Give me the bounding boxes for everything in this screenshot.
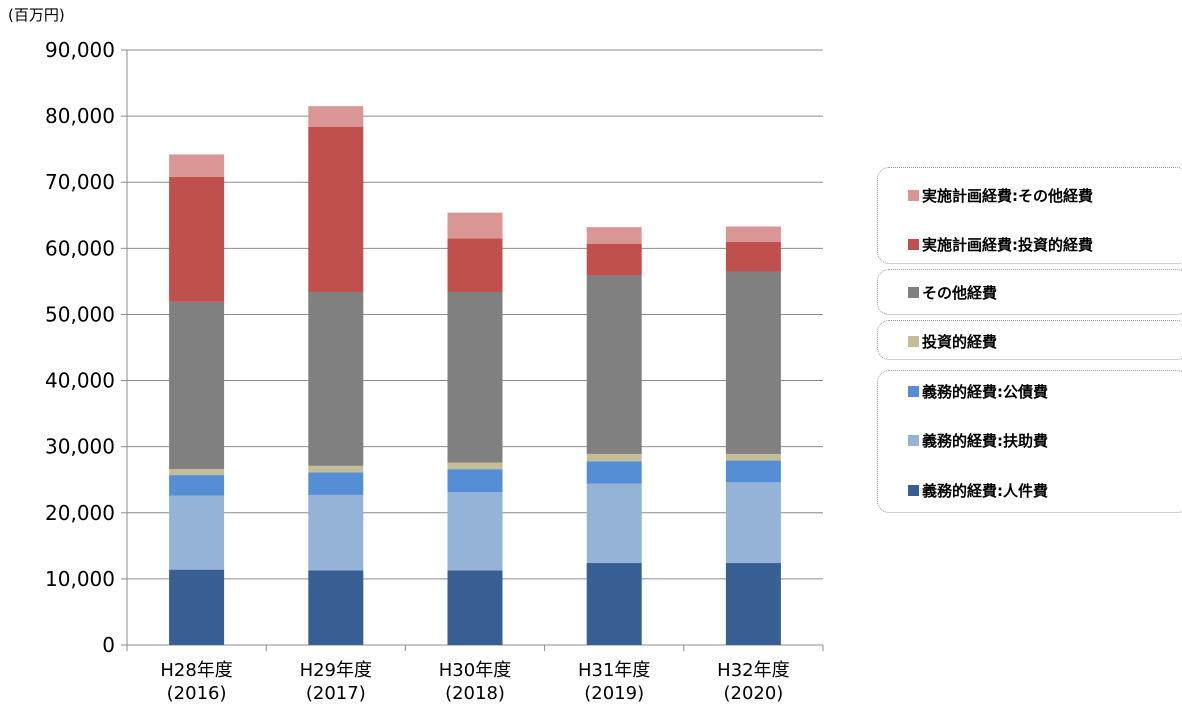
bar-segment (169, 301, 225, 470)
y-tick-label: 70,000 (45, 170, 115, 194)
bar-segment (308, 472, 364, 495)
legend-label: 義務的経費:扶助費 (922, 431, 1048, 450)
y-tick-label: 80,000 (45, 104, 115, 128)
legend-swatch (908, 484, 919, 496)
bar-segment (586, 461, 642, 484)
legend-label: 義務的経費:公債費 (922, 382, 1048, 401)
bar-segment (308, 570, 364, 645)
bar-segment (447, 238, 503, 292)
bar-segment (308, 494, 364, 571)
legend-item: 義務的経費:公債費 (908, 381, 1048, 401)
legend-item: 義務的経費:人件費 (908, 480, 1048, 500)
bar-segment (308, 126, 364, 292)
legend-item: その他経費 (908, 282, 997, 302)
y-tick-label: 10,000 (45, 567, 115, 591)
legend-label: その他経費 (922, 283, 998, 302)
legend-swatch (908, 189, 919, 201)
legend-label: 義務的経費:人件費 (922, 481, 1048, 500)
bar-segment (169, 569, 225, 645)
bar-segment (308, 291, 364, 466)
bar-segment (447, 570, 503, 645)
x-tick-label: H28年度 (160, 660, 232, 681)
y-tick-label: 30,000 (45, 435, 115, 459)
y-tick-label: 40,000 (45, 369, 115, 393)
bar-segment (308, 465, 364, 473)
x-tick-label: (2020) (723, 683, 783, 704)
bar-segment (586, 227, 642, 244)
x-tick-label: (2018) (445, 683, 505, 704)
bar-segment (447, 469, 503, 493)
bar-segment (725, 482, 781, 564)
bar-segment (308, 106, 364, 127)
bar-segment (447, 291, 503, 463)
y-tick-label: 60,000 (45, 236, 115, 260)
legend-item: 実施計画経費:その他経費 (908, 185, 1093, 205)
legend-group: 投資的経費 (877, 320, 1182, 360)
x-tick-label: H31年度 (578, 660, 650, 681)
bar-segment (725, 226, 781, 242)
bar-segment (169, 495, 225, 570)
legend-swatch (908, 434, 919, 446)
legend-swatch (908, 335, 919, 347)
legend-swatch (908, 286, 919, 298)
y-axis-unit-label: (百万円) (8, 6, 65, 24)
x-tick-label: (2016) (167, 683, 227, 704)
x-tick-label: H32年度 (717, 660, 789, 681)
bar-segment (725, 271, 781, 454)
bar-segment (169, 475, 225, 496)
bar-segment (447, 212, 503, 239)
x-tick-label: (2019) (584, 683, 644, 704)
bar-segment (586, 483, 642, 564)
legend-swatch (908, 385, 919, 397)
bar-segment (169, 154, 225, 177)
y-tick-label: 50,000 (45, 302, 115, 326)
legend-label: 実施計画経費:投資的経費 (922, 235, 1093, 254)
legend-swatch (908, 238, 919, 250)
bar-segment (169, 469, 225, 476)
bar-segment (447, 462, 503, 470)
y-tick-label: 20,000 (45, 501, 115, 525)
legend-item: 義務的経費:扶助費 (908, 430, 1048, 450)
y-tick-label: 90,000 (45, 38, 115, 62)
x-tick-label: H29年度 (300, 660, 372, 681)
legend-group: 義務的経費:公債費 義務的経費:扶助費 義務的経費:人件費 (877, 370, 1182, 513)
legend-group: 実施計画経費:その他経費 実施計画経費:投資的経費 (877, 167, 1182, 264)
legend-item: 実施計画経費:投資的経費 (908, 234, 1093, 254)
legend-label: 投資的経費 (922, 332, 998, 351)
bar-segment (169, 176, 225, 302)
bar-segment (586, 243, 642, 276)
bar-segment (586, 275, 642, 454)
x-tick-label: H30年度 (439, 660, 511, 681)
legend-group: その他経費 (877, 269, 1182, 315)
bar-segment (586, 563, 642, 645)
bar-segment (725, 241, 781, 272)
bar-segment (725, 453, 781, 461)
bar-segment (447, 492, 503, 571)
bar-segment (725, 460, 781, 483)
bar-segment (725, 563, 781, 645)
legend-item: 投資的経費 (908, 331, 997, 351)
bar-segment (586, 453, 642, 462)
x-tick-label: (2017) (306, 683, 366, 704)
y-tick-label: 0 (102, 633, 115, 657)
legend-label: 実施計画経費:その他経費 (922, 186, 1093, 205)
